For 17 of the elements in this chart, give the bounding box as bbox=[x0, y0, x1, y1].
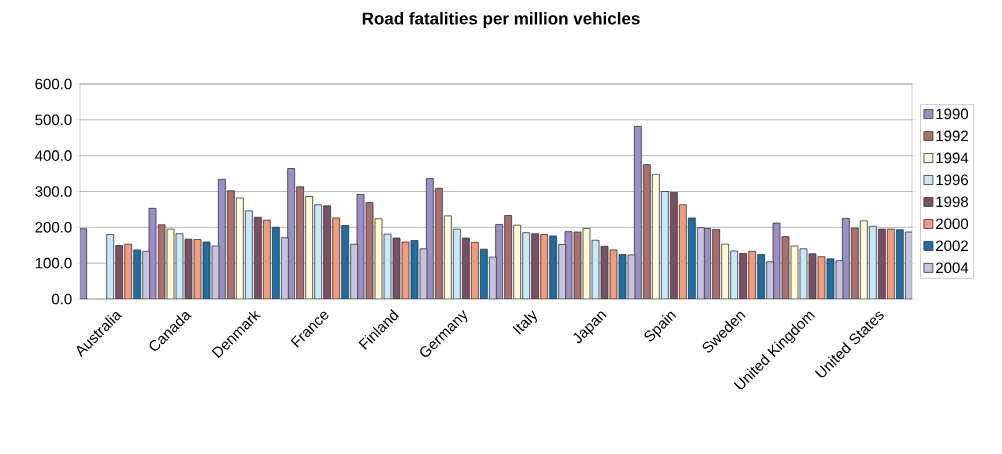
legend-label: 2000 bbox=[936, 218, 969, 230]
legend-label: 1992 bbox=[936, 130, 968, 142]
y-tick-label: 400.0 bbox=[35, 150, 72, 161]
legend-label: 1998 bbox=[936, 196, 969, 208]
chart-title: Road fatalities per million vehicles bbox=[362, 12, 640, 28]
legend-label: 1990 bbox=[936, 108, 969, 120]
legend-label: 2002 bbox=[936, 240, 968, 252]
legend-label: 2004 bbox=[936, 262, 969, 274]
y-tick-label: 600.0 bbox=[35, 78, 72, 90]
y-tick-label: 200.0 bbox=[35, 222, 72, 233]
y-tick-label: 100.0 bbox=[35, 257, 72, 269]
y-tick-label: 500.0 bbox=[35, 114, 72, 126]
legend-label: 1994 bbox=[936, 152, 969, 164]
legend-label: 1996 bbox=[936, 174, 969, 186]
y-tick-label: 300.0 bbox=[35, 186, 72, 197]
y-tick-label: 0.0 bbox=[51, 293, 72, 305]
x-tick-label: Italy bbox=[512, 310, 537, 335]
